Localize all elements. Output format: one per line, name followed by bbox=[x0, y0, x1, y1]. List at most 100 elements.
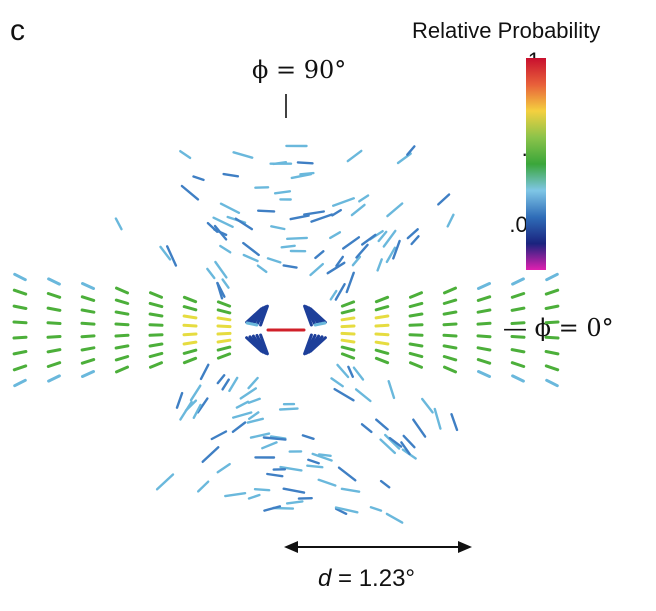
orientation-mark bbox=[182, 305, 198, 312]
orientation-mark bbox=[385, 512, 404, 524]
orientation-mark bbox=[477, 282, 491, 290]
orientation-mark bbox=[13, 272, 27, 282]
orientation-mark bbox=[289, 214, 310, 221]
phi-90-label: ϕ = 90° bbox=[252, 56, 347, 84]
orientation-mark bbox=[114, 322, 130, 327]
orientation-mark bbox=[12, 364, 28, 372]
distance-arrow-head-left bbox=[284, 541, 298, 553]
orientation-mark bbox=[340, 352, 356, 360]
orientation-mark bbox=[13, 378, 27, 388]
orientation-mark bbox=[382, 229, 397, 248]
distance-variable: d bbox=[318, 565, 332, 592]
orientation-mark bbox=[148, 342, 164, 348]
orientation-mark bbox=[261, 441, 278, 450]
orientation-mark bbox=[263, 505, 282, 512]
orientation-mark bbox=[317, 453, 332, 457]
orientation-mark bbox=[114, 355, 130, 362]
orientation-mark bbox=[374, 340, 390, 346]
orientation-mark bbox=[374, 314, 390, 320]
orientation-mark bbox=[246, 417, 264, 424]
orientation-mark bbox=[476, 295, 492, 302]
orientation-mark bbox=[279, 465, 303, 472]
orientation-mark bbox=[273, 190, 292, 195]
orientation-mark bbox=[335, 255, 344, 268]
orientation-mark bbox=[266, 472, 284, 478]
orientation-mark bbox=[182, 332, 198, 337]
orientation-mark bbox=[376, 258, 383, 272]
orientation-mark bbox=[216, 324, 232, 329]
orientation-mark bbox=[379, 479, 391, 489]
orientation-mark bbox=[148, 351, 164, 359]
orientation-mark bbox=[280, 244, 296, 249]
orientation-mark bbox=[408, 323, 424, 327]
orientation-mark bbox=[81, 370, 95, 378]
orientation-mark bbox=[182, 348, 198, 355]
orientation-mark bbox=[442, 298, 458, 305]
orientation-mark bbox=[232, 151, 254, 159]
orientation-mark bbox=[510, 321, 526, 325]
orientation-mark bbox=[47, 374, 61, 383]
orientation-mark bbox=[450, 413, 459, 432]
orientation-mark bbox=[354, 388, 372, 403]
orientation-mark bbox=[47, 277, 61, 286]
orientation-mark bbox=[247, 397, 261, 404]
orientation-mark bbox=[476, 334, 492, 339]
orientation-mark bbox=[379, 438, 396, 455]
orientation-mark bbox=[114, 217, 123, 231]
orientation-mark bbox=[317, 478, 337, 487]
orientation-mark bbox=[12, 350, 28, 356]
orientation-mark bbox=[336, 363, 350, 379]
distance-arrow-head-right bbox=[458, 541, 472, 553]
orientation-mark bbox=[340, 487, 361, 493]
orientation-mark bbox=[80, 346, 96, 352]
orientation-mark bbox=[477, 370, 491, 378]
orientation-mark bbox=[245, 307, 263, 324]
orientation-mark bbox=[409, 361, 423, 369]
orientation-mark bbox=[253, 488, 271, 492]
orientation-mark bbox=[330, 377, 344, 388]
orientation-mark bbox=[510, 335, 526, 339]
orientation-mark bbox=[442, 344, 458, 350]
orientation-mark bbox=[340, 338, 356, 344]
orientation-mark bbox=[408, 301, 424, 309]
orientation-mark bbox=[228, 376, 239, 393]
orientation-mark bbox=[408, 351, 424, 359]
orientation-mark bbox=[242, 241, 260, 257]
orientation-mark bbox=[245, 321, 259, 327]
orientation-mark bbox=[12, 288, 28, 296]
orientation-mark bbox=[310, 213, 334, 223]
orientation-mark bbox=[374, 348, 390, 355]
orientation-mark bbox=[351, 255, 362, 267]
orientation-mark bbox=[266, 257, 282, 264]
orientation-mark bbox=[282, 264, 298, 269]
orientation-mark bbox=[196, 397, 209, 414]
orientation-mark bbox=[247, 411, 260, 420]
orientation-mark bbox=[437, 193, 451, 206]
orientation-mark bbox=[256, 264, 268, 274]
orientation-mark bbox=[216, 282, 226, 298]
orientation-mark bbox=[406, 228, 419, 240]
orientation-mark bbox=[216, 352, 232, 360]
orientation-mark bbox=[374, 332, 390, 337]
orientation-mark bbox=[334, 283, 346, 301]
orientation-mark bbox=[412, 418, 427, 438]
orientation-mark bbox=[306, 464, 324, 469]
orientation-mark bbox=[400, 441, 411, 456]
orientation-mark bbox=[442, 333, 458, 338]
orientation-mark bbox=[301, 434, 315, 440]
orientation-mark bbox=[216, 316, 232, 322]
orientation-mark bbox=[299, 171, 315, 176]
orientation-mark bbox=[216, 300, 232, 308]
orientation-mark bbox=[544, 364, 560, 372]
orientation-mark bbox=[476, 346, 492, 352]
orientation-mark bbox=[46, 361, 62, 368]
orientation-mark bbox=[175, 391, 184, 409]
orientation-mark bbox=[210, 430, 228, 441]
orientation-mark bbox=[375, 418, 389, 431]
orientation-marks bbox=[12, 144, 560, 524]
orientation-mark bbox=[262, 436, 287, 441]
orientation-mark bbox=[216, 338, 232, 344]
orientation-mark bbox=[269, 435, 287, 440]
orientation-mark bbox=[311, 452, 333, 462]
